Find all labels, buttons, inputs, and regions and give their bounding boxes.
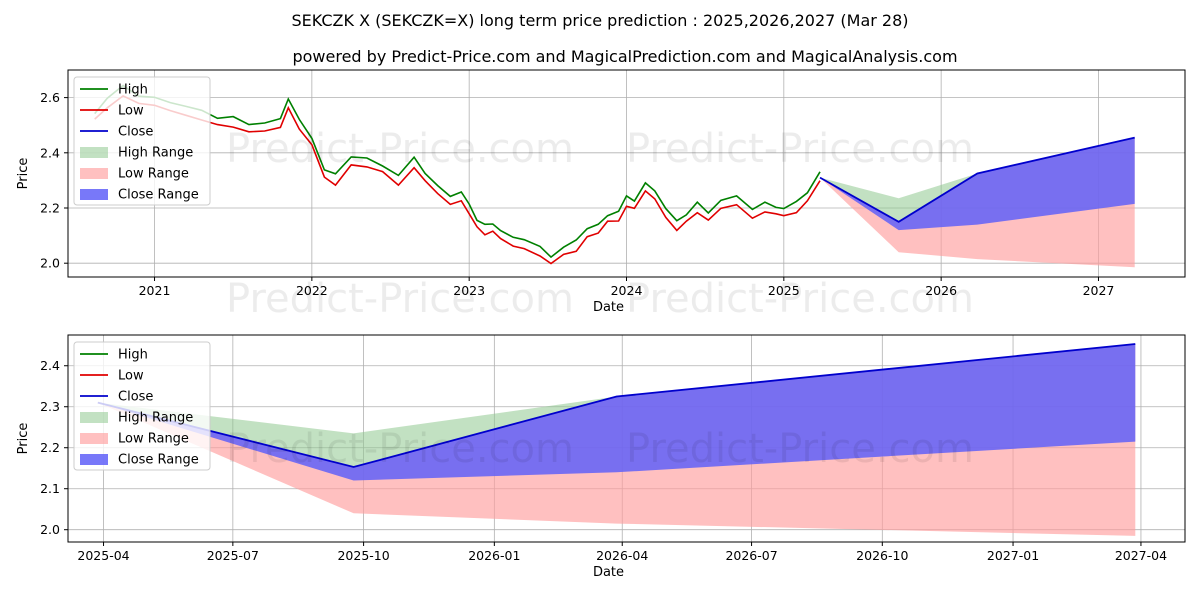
high-history-line [94,84,821,259]
legend-swatch-patch [80,168,108,179]
legend-swatch-patch [80,189,108,200]
legend-swatch-patch [80,412,108,423]
watermark-text: Predict-Price.com [226,426,574,472]
x-tick-label: 2024 [611,283,643,298]
y-tick-label: 2.6 [40,90,60,105]
close-range-area [97,344,1136,481]
watermark-text: Predict-Price.com [226,276,574,322]
high-range-area [820,137,1135,222]
y-tick-label: 2.2 [40,440,60,455]
x-tick-label: 2027-04 [1115,548,1167,563]
y-tick-label: 2.0 [40,256,60,271]
watermark-text: Predict-Price.com [626,276,974,322]
y-tick-label: 2.4 [40,145,60,160]
legend-label: High [118,348,148,363]
x-axis-label: Date [593,565,624,580]
chart-title: SEKCZK X (SEKCZK=X) long term price pred… [291,11,908,30]
y-axis-label: Price [16,423,31,455]
x-tick-label: 2022 [296,283,328,298]
x-tick-label: 2026-01 [468,548,520,563]
chart-subtitle: powered by Predict-Price.com and Magical… [292,47,957,66]
legend-label: Low [118,369,144,384]
close-forecast-line [819,136,1135,223]
x-tick-label: 2026-10 [856,548,908,563]
y-tick-label: 2.1 [40,481,60,496]
close-range-area [820,137,1135,231]
x-tick-label: 2026-07 [725,548,777,563]
x-axis-label: Date [593,300,624,315]
plot-area [97,343,1136,536]
axes-frame [67,334,1186,543]
watermark-text: Predict-Price.com [226,126,574,172]
x-tick-label: 2023 [453,283,485,298]
legend-label: Low Range [118,167,189,182]
legend-swatch-patch [80,433,108,444]
legend-swatch-patch [80,454,108,465]
legend-label: Close Range [118,188,199,203]
legend-label: High Range [118,411,193,426]
legend-label: Low Range [118,432,189,447]
x-tick-label: 2025 [768,283,800,298]
plot-area [94,84,1135,268]
close-forecast-line [97,343,1136,468]
watermark-text: Predict-Price.com [626,126,974,172]
legend-label: High Range [118,146,193,161]
legend-label: High [118,83,148,98]
x-tick-label: 2025-04 [77,548,129,563]
y-tick-label: 2.2 [40,201,60,216]
x-tick-label: 2027-01 [987,548,1039,563]
x-tick-label: 2025-07 [207,548,259,563]
y-tick-label: 2.3 [40,399,60,414]
watermark-text: Predict-Price.com [626,426,974,472]
x-tick-label: 2026-04 [596,548,648,563]
y-tick-label: 2.4 [40,358,60,373]
x-tick-label: 2026 [925,283,957,298]
x-tick-label: 2025-10 [337,548,389,563]
y-tick-label: 2.0 [40,522,60,537]
legend-label: Close Range [118,453,199,468]
legend-label: Close [118,390,153,405]
x-tick-label: 2021 [139,283,171,298]
legend-swatch-patch [80,147,108,158]
y-axis-label: Price [16,158,31,190]
high-range-area [97,344,1136,467]
legend-label: Low [118,104,144,119]
legend-label: Close [118,125,153,140]
x-tick-label: 2027 [1083,283,1115,298]
low-history-line [94,94,821,265]
